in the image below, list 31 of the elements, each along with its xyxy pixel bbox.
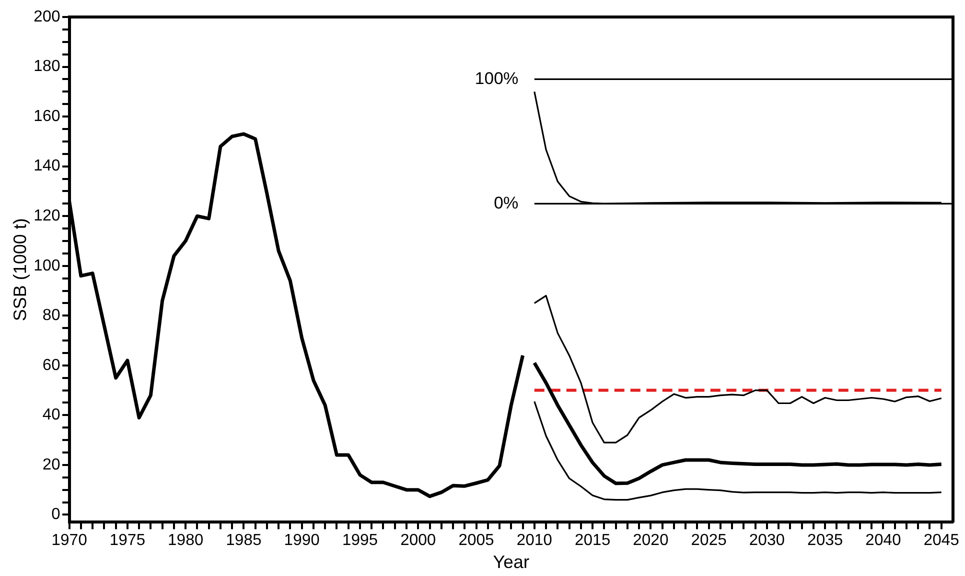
x-tick-label: 2015: [574, 532, 610, 550]
x-tick-label: 2030: [749, 532, 785, 550]
x-tick-label: 2045: [924, 532, 960, 550]
x-tick-label: 1985: [226, 532, 262, 550]
x-tick-label: 2020: [632, 532, 669, 550]
x-tick-label: 2040: [865, 532, 902, 550]
y-tick-label: 160: [34, 108, 60, 125]
x-tick-label: 2010: [516, 532, 552, 550]
y-tick-label: 40: [42, 406, 60, 424]
y-tick-label: 180: [34, 58, 60, 76]
x-tick-label: 1970: [52, 532, 88, 550]
y-tick-label: 120: [34, 208, 60, 224]
y-tick-label: 60: [42, 356, 60, 374]
y-tick-label: 20: [42, 456, 60, 474]
y-tick-label: 80: [42, 307, 60, 324]
x-tick-label: 2025: [691, 532, 727, 550]
annotation: 100%: [474, 68, 518, 88]
x-tick-label: 2035: [807, 532, 843, 550]
y-tick-label: 200: [34, 8, 60, 26]
x-axis-title: Year: [492, 552, 530, 572]
y-axis-title: SSB (1000 t): [10, 218, 30, 322]
x-tick-label: 2000: [400, 532, 436, 550]
x-tick-label: 1990: [284, 532, 320, 550]
annotation: 0%: [494, 193, 518, 212]
x-tick-label: 1980: [168, 532, 204, 550]
y-tick-label: 0: [51, 506, 60, 524]
y-tick-label: 100: [34, 257, 60, 274]
x-tick-label: 1975: [110, 532, 146, 550]
x-tick-label: 2005: [458, 532, 494, 550]
y-tick-label: 140: [34, 158, 60, 175]
x-tick-label: 1995: [342, 532, 378, 550]
